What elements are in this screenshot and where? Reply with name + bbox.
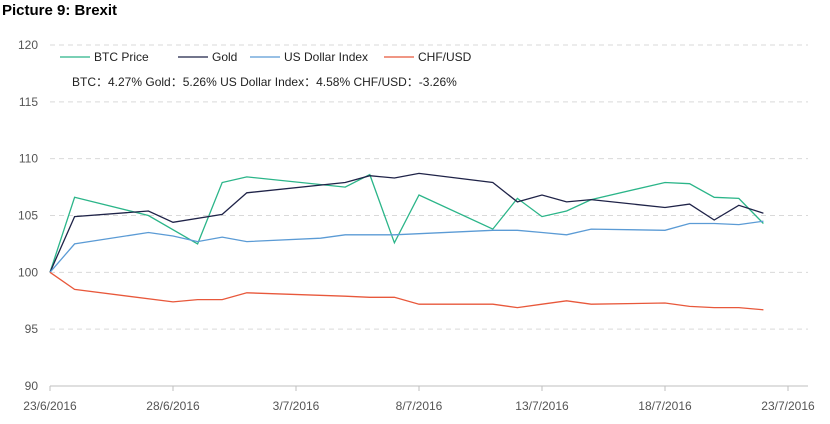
y-tick-label: 90 bbox=[25, 379, 39, 393]
x-tick-label: 23/6/2016 bbox=[23, 399, 77, 413]
y-tick-label: 115 bbox=[19, 95, 38, 109]
series-line-1 bbox=[49, 172, 764, 273]
y-tick-label: 105 bbox=[18, 209, 38, 223]
series-line-2 bbox=[49, 220, 764, 273]
change-annotation: BTC：4.27% Gold：5.26% US Dollar Index：4.5… bbox=[72, 75, 457, 89]
series-line-0 bbox=[49, 173, 764, 273]
legend-label: Gold bbox=[212, 50, 237, 64]
x-tick-label: 3/7/2016 bbox=[273, 399, 320, 413]
series-lines bbox=[49, 172, 764, 311]
legend-label: US Dollar Index bbox=[284, 50, 368, 64]
x-tick-label: 18/7/2016 bbox=[638, 399, 692, 413]
legend-label: CHF/USD bbox=[418, 50, 472, 64]
x-tick-label: 23/7/2016 bbox=[761, 399, 815, 413]
y-tick-label: 100 bbox=[18, 265, 38, 279]
y-tick-label: 120 bbox=[18, 38, 38, 52]
figure-title: Picture 9: Brexit bbox=[2, 2, 118, 19]
x-tick-label: 8/7/2016 bbox=[396, 399, 443, 413]
gridlines bbox=[50, 44, 808, 330]
y-tick-label: 95 bbox=[25, 322, 39, 336]
x-axis: 23/6/2016 28/6/2016 3/7/2016 8/7/2016 13/7/2… bbox=[23, 385, 815, 413]
series-line-3 bbox=[49, 271, 764, 311]
y-tick-label: 110 bbox=[19, 152, 38, 166]
legend: BTC Price Gold US Dollar Index CHF/USD bbox=[60, 50, 472, 64]
x-tick-label: 13/7/2016 bbox=[515, 399, 569, 413]
x-tick-label: 28/6/2016 bbox=[146, 399, 200, 413]
y-axis-ticks: 90 95 100 105 110 115 120 bbox=[18, 38, 38, 393]
legend-label: BTC Price bbox=[94, 50, 149, 64]
